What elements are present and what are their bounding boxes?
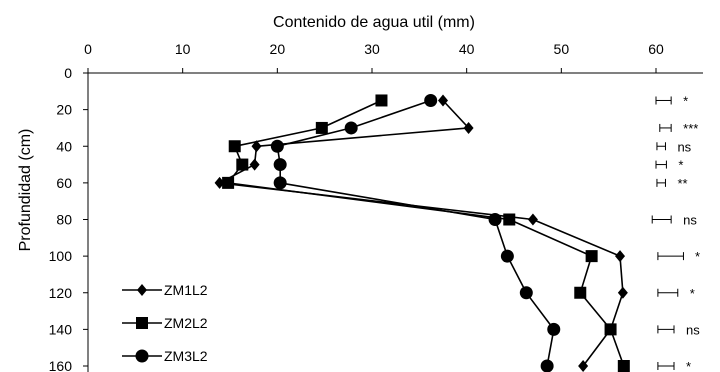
series-layer — [214, 93, 630, 372]
legend-item-ZM2L2: ZM2L2 — [122, 315, 208, 331]
x-tick-label: 50 — [554, 41, 570, 57]
significance-label: * — [686, 359, 691, 372]
data-point — [527, 213, 538, 226]
x-tick-label: 60 — [648, 41, 664, 57]
data-point — [578, 360, 589, 372]
y-tick-label: 0 — [64, 65, 72, 81]
significance-label: ** — [677, 176, 687, 191]
x-tick-label: 10 — [175, 41, 191, 57]
significance-label: ns — [683, 213, 697, 228]
error-bar — [656, 142, 666, 151]
x-tick-label: 40 — [459, 41, 475, 57]
data-point — [344, 121, 358, 135]
significance-label: * — [690, 286, 695, 301]
data-point — [228, 140, 241, 153]
error-bar — [659, 123, 672, 132]
significance-labels: ****ns***ns**ns* — [677, 93, 700, 372]
data-point — [424, 93, 438, 107]
y-tick-label: 100 — [49, 248, 73, 264]
data-point — [615, 250, 626, 263]
data-point — [214, 176, 225, 189]
data-point — [503, 213, 516, 226]
x-axis-title: Contenido de agua util (mm) — [273, 14, 475, 31]
legend-item-ZM1L2: ZM1L2 — [122, 282, 208, 298]
data-point — [315, 121, 328, 134]
data-point — [617, 360, 630, 372]
x-tick-label: 0 — [84, 41, 92, 57]
data-point — [540, 359, 554, 372]
data-point — [585, 250, 598, 263]
series-ZM3L2 — [270, 93, 561, 372]
error-bar — [657, 362, 675, 370]
series-ZM1L2 — [214, 94, 628, 372]
data-point — [222, 176, 235, 189]
y-tick-label: 40 — [56, 138, 72, 154]
data-point — [375, 94, 388, 107]
significance-label: ns — [686, 322, 700, 337]
legend-label: ZM3L2 — [164, 348, 208, 364]
significance-label: * — [683, 93, 688, 108]
data-point — [249, 158, 260, 171]
legend-item-ZM3L2: ZM3L2 — [122, 348, 208, 364]
error-bar — [656, 178, 666, 187]
data-point — [270, 139, 284, 153]
x-tick-label: 30 — [364, 41, 380, 57]
series-line — [276, 99, 555, 367]
series-ZM2L2 — [222, 94, 630, 372]
legend-marker — [135, 349, 149, 363]
series-line — [227, 99, 625, 367]
significance-label: *** — [683, 121, 698, 136]
error-bar — [651, 215, 672, 224]
y-tick-label: 20 — [56, 102, 72, 118]
data-point — [547, 322, 561, 336]
y-tick-label: 60 — [56, 175, 72, 191]
data-point — [273, 158, 287, 172]
y-axis-title: Profundidad (cm) — [17, 129, 34, 252]
significance-label: * — [678, 158, 683, 173]
data-point — [488, 213, 502, 226]
error-bar — [655, 96, 672, 105]
legend-label: ZM2L2 — [164, 315, 208, 331]
y-tick-label: 140 — [49, 321, 73, 337]
data-point — [604, 323, 617, 336]
error-bar — [657, 325, 675, 334]
legend-marker — [136, 317, 148, 329]
error-bar — [655, 160, 667, 169]
y-tick-label: 160 — [49, 358, 73, 372]
data-point — [500, 249, 514, 263]
y-tick-label: 120 — [49, 285, 73, 301]
significance-label: ns — [677, 139, 691, 154]
data-point — [236, 158, 249, 171]
error-bar — [657, 288, 679, 297]
data-point — [273, 176, 287, 190]
legend-label: ZM1L2 — [164, 282, 208, 298]
significance-label: * — [695, 249, 700, 264]
series-line — [218, 99, 624, 367]
axes: 0 10 20 30 40 50 60 0 20 40 60 80 100 120 140 160 — [49, 41, 703, 372]
data-point — [574, 286, 587, 299]
x-tick-label: 20 — [270, 41, 286, 57]
legend-marker — [137, 284, 147, 296]
error-bar — [657, 252, 684, 261]
data-point — [463, 121, 474, 134]
data-point — [251, 140, 262, 153]
y-tick-label: 80 — [56, 212, 72, 228]
data-point — [617, 286, 628, 299]
legend: ZM1L2 ZM2L2 ZM3L2 — [122, 282, 208, 364]
error-bars — [651, 96, 684, 370]
data-point — [519, 286, 533, 300]
data-point — [438, 94, 448, 107]
